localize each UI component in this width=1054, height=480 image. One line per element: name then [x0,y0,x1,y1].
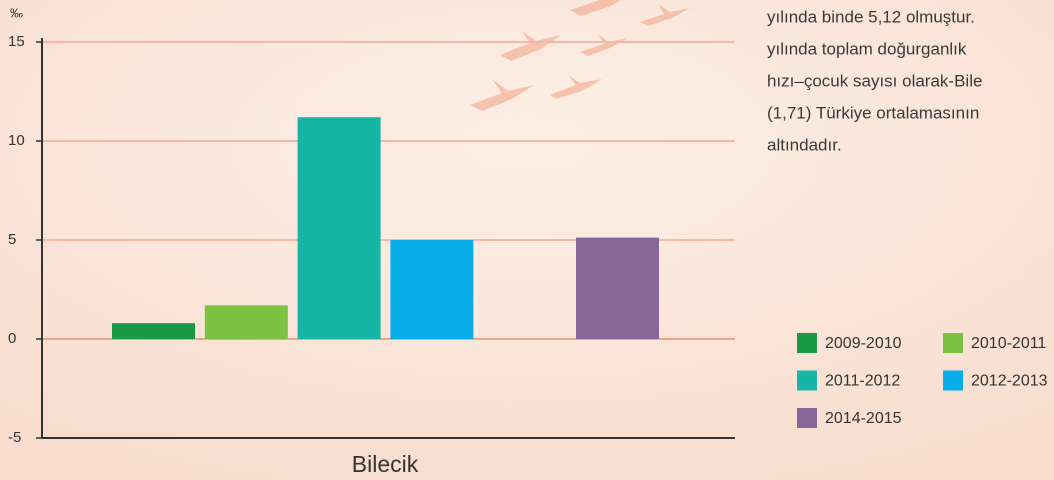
legend-swatch [797,333,817,353]
bar [576,237,659,339]
legend-label: 2009-2010 [825,335,902,352]
bar [390,240,474,339]
y-tick-label: 10 [8,132,25,149]
paragraph-line: yılında binde 5,12 olmuştur. [767,7,975,26]
legend-label: 2012-2013 [971,373,1048,390]
paragraph: yılında binde 5,12 olmuştur. yılında topl… [767,7,982,154]
paragraph-line: (1,71) Türkiye ortalamasının [767,103,979,122]
legend-swatch [943,370,963,391]
paragraph-line: altındadır. [767,135,842,154]
legend-label: 2010-2011 [971,335,1046,352]
y-tick-label: -5 [8,429,21,446]
legend-label: 2014-2015 [825,410,902,427]
bar [204,305,288,339]
bird-decoration [470,0,690,111]
legend: 2009-2010 2010-2011 2011-2012 2012-2013 2014… [797,333,1048,428]
x-tick-label: Bilecik [352,451,419,477]
legend-swatch [797,370,817,391]
legend-swatch [797,408,817,428]
y-tick-label: 15 [8,33,25,50]
paragraph-line: yılında toplam doğurganlık [767,39,967,58]
plot-area: -5 0 5 10 15 Bilecik [8,33,735,477]
y-tick-label: 5 [8,231,16,248]
bar [297,117,381,340]
paragraph-line: hızı–çocuk sayısı olarak-Bile [767,71,982,90]
legend-swatch [943,333,963,353]
bar [112,323,195,339]
y-tick-label: 0 [8,330,16,347]
y-axis-label: ‰ [10,5,23,20]
legend-label: 2011-2012 [825,373,900,390]
